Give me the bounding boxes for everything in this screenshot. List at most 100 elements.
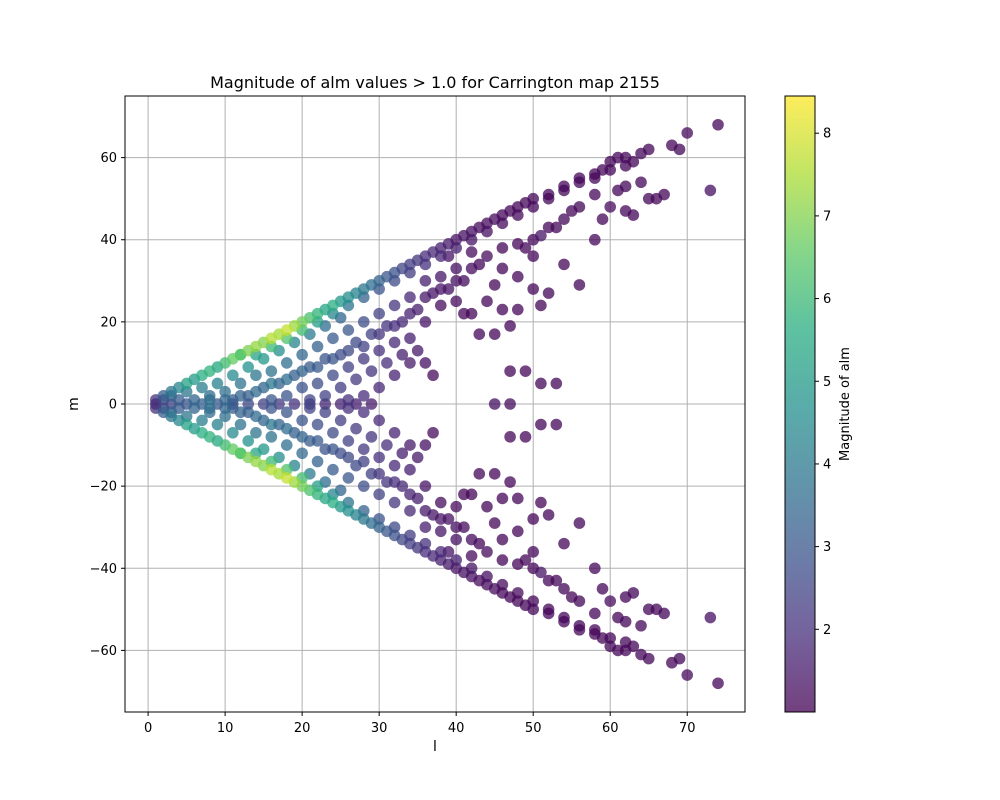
- data-point: [450, 500, 462, 513]
- data-point: [196, 381, 208, 394]
- data-point: [465, 550, 478, 562]
- data-point: [450, 533, 462, 546]
- colorbar-tick-label: 8: [823, 127, 831, 142]
- data-point: [427, 426, 439, 439]
- data-point: [481, 570, 493, 583]
- data-point: [265, 377, 278, 390]
- data-point: [589, 172, 601, 184]
- data-point: [488, 279, 501, 291]
- data-point: [465, 225, 478, 238]
- data-point: [304, 394, 316, 406]
- data-point: [465, 246, 478, 258]
- data-point: [434, 270, 447, 283]
- data-point: [234, 418, 247, 431]
- data-point: [357, 389, 370, 402]
- data-point: [535, 377, 547, 390]
- data-point: [419, 504, 432, 517]
- data-point: [619, 205, 632, 217]
- data-point: [250, 455, 262, 468]
- data-point: [311, 361, 324, 373]
- data-point: [488, 517, 501, 529]
- data-point: [411, 451, 424, 464]
- data-point: [712, 118, 724, 131]
- data-point: [573, 279, 586, 291]
- x-tick-label: 60: [602, 721, 619, 736]
- data-point: [188, 402, 201, 414]
- data-point: [381, 439, 393, 451]
- data-point: [511, 270, 524, 283]
- data-point: [280, 373, 293, 386]
- data-point: [280, 472, 293, 484]
- data-point: [265, 463, 278, 476]
- data-point: [465, 233, 478, 246]
- data-point: [511, 238, 524, 250]
- data-point: [227, 443, 239, 455]
- data-point: [535, 566, 547, 579]
- data-point: [365, 431, 378, 443]
- data-point: [465, 262, 478, 275]
- data-point: [388, 299, 401, 312]
- data-point: [450, 521, 462, 533]
- data-point: [573, 619, 586, 632]
- data-point: [250, 340, 262, 353]
- data-point: [504, 320, 516, 332]
- data-point: [280, 324, 293, 336]
- data-point: [465, 533, 478, 546]
- data-point: [496, 492, 509, 505]
- data-point: [350, 422, 362, 435]
- data-point: [357, 316, 370, 328]
- data-point: [496, 262, 509, 275]
- data-point: [704, 611, 717, 624]
- data-point: [357, 480, 370, 492]
- colorbar-tick-label: 6: [823, 292, 831, 307]
- data-point: [219, 394, 231, 406]
- data-point: [527, 513, 539, 525]
- y-axis-label: m: [66, 397, 82, 411]
- data-point: [573, 517, 586, 529]
- data-point: [365, 328, 378, 340]
- x-tick-label: 10: [217, 721, 234, 736]
- data-point: [265, 365, 278, 377]
- data-point: [604, 632, 617, 644]
- data-point: [404, 291, 416, 304]
- data-point: [527, 192, 539, 205]
- data-point: [265, 418, 278, 431]
- data-point: [642, 652, 655, 665]
- data-point: [573, 201, 586, 213]
- data-point: [203, 394, 216, 406]
- data-point: [619, 636, 632, 648]
- data-point: [535, 229, 547, 242]
- data-point: [535, 299, 547, 312]
- data-point: [619, 615, 632, 628]
- data-point: [542, 221, 555, 234]
- data-point: [496, 554, 509, 566]
- data-point: [450, 275, 462, 287]
- data-point: [450, 554, 462, 566]
- data-point: [604, 164, 617, 176]
- data-point: [327, 496, 339, 509]
- data-point: [596, 213, 609, 225]
- data-point: [388, 459, 401, 472]
- data-point: [558, 213, 570, 225]
- data-point: [280, 439, 293, 451]
- data-point: [434, 299, 447, 312]
- data-point: [188, 394, 201, 406]
- colorbar: [784, 95, 816, 713]
- y-tick-label: 20: [100, 315, 117, 330]
- data-point: [227, 426, 239, 439]
- x-tick-label: 0: [144, 721, 152, 736]
- data-point: [496, 242, 509, 254]
- data-point: [589, 607, 601, 620]
- data-point: [311, 340, 324, 353]
- data-point: [450, 295, 462, 308]
- data-point: [458, 307, 470, 320]
- data-point: [381, 320, 393, 332]
- data-point: [327, 426, 339, 439]
- data-point: [573, 595, 586, 607]
- data-point: [712, 677, 724, 690]
- data-point: [373, 488, 385, 501]
- data-point: [558, 258, 570, 271]
- y-tick-label: −60: [90, 644, 117, 659]
- data-point: [357, 353, 370, 365]
- data-point: [327, 332, 339, 345]
